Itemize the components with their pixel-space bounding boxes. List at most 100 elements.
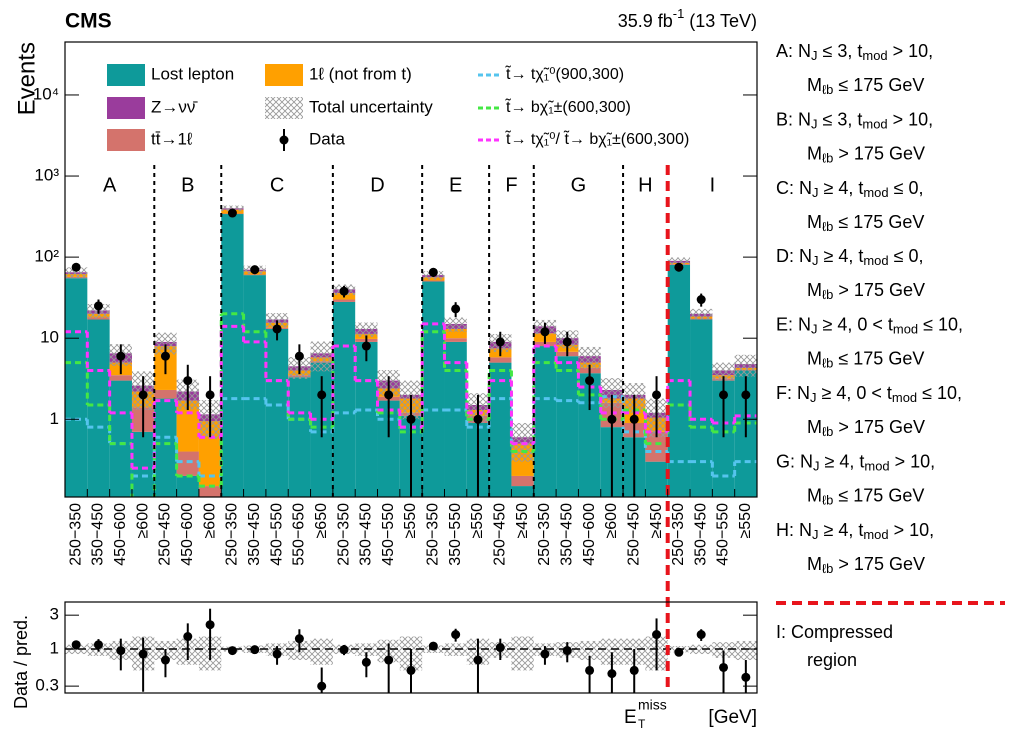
- text-part: J: [812, 527, 818, 542]
- text-part: J: [813, 459, 819, 474]
- rich-text: G: NJ ≥ 4, tmod > 10,: [776, 451, 935, 474]
- frame: [64, 41, 758, 498]
- ratio-uncertainty: [578, 640, 601, 661]
- data-point: [384, 390, 394, 400]
- data-point: [317, 390, 327, 400]
- bar-segment: [355, 341, 378, 497]
- text-part: ℓb: [822, 424, 833, 439]
- data-point: [741, 672, 751, 682]
- rich-text: Mℓb > 175 GeV: [807, 554, 925, 577]
- data-point: [719, 662, 729, 672]
- data-point: [540, 649, 550, 659]
- rich-text: B: NJ ≤ 3, tmod > 10,: [776, 109, 933, 132]
- uncertainty-band: [355, 322, 378, 337]
- text-part: > 175 GeV: [833, 280, 925, 300]
- legend-swatch: [265, 97, 303, 119]
- data-point: [674, 262, 684, 272]
- y-tick-label: 3: [50, 605, 59, 624]
- data-point: [629, 665, 639, 675]
- text-part: J: [810, 390, 816, 405]
- uncertainty-band: [600, 378, 624, 408]
- data-point: [339, 286, 349, 296]
- data-point: [495, 643, 505, 653]
- uncertainty-band: [667, 257, 691, 265]
- legend-label: t̃→ tχ̃₁⁰(900,300): [504, 64, 624, 83]
- y-tick-label: 10: [40, 328, 59, 347]
- data-point: [585, 665, 595, 675]
- data-point: [473, 655, 483, 665]
- data-point: [93, 640, 103, 650]
- data-point: [138, 390, 148, 400]
- y-tick-label: 0.3: [35, 676, 59, 695]
- bar-segment: [533, 341, 557, 347]
- text-part: H: N: [776, 520, 812, 540]
- data-point: [451, 630, 461, 640]
- x-tick-label: 450−600: [179, 503, 196, 566]
- data-point: [183, 376, 193, 386]
- data-point: [696, 295, 706, 305]
- legend-label: 1ℓ (not from t): [309, 64, 412, 83]
- ratio-uncertainty: [310, 638, 333, 665]
- data-point: [406, 665, 416, 675]
- data-point: [250, 265, 260, 275]
- x-tick-label: 250−450: [625, 503, 642, 566]
- text-part: mod: [862, 117, 887, 132]
- rich-text: Mℓb > 175 GeV: [807, 417, 925, 440]
- text-part: M: [807, 485, 822, 505]
- text-part: I: Compressed: [776, 622, 893, 642]
- text-part: > 10,: [890, 451, 936, 471]
- rich-text: Mℓb ≤ 175 GeV: [807, 485, 924, 508]
- ratio-uncertainty: [712, 642, 735, 658]
- text-part: J: [812, 185, 818, 200]
- x-tick-label: ≥550: [737, 503, 754, 539]
- text-part: ≥ 4, t: [818, 520, 863, 540]
- x-tick-label: 250−350: [67, 503, 84, 566]
- x-label: [GeV]: [708, 707, 757, 728]
- region-label: E: [449, 174, 462, 196]
- uncertainty-band: [578, 346, 601, 369]
- x-tick-label: ≥550: [402, 503, 419, 539]
- data-point: [473, 414, 483, 424]
- text-part: ℓb: [822, 288, 833, 303]
- text-part: E: N: [776, 314, 811, 334]
- uncertainty-band: [65, 267, 88, 279]
- rich-text: Mℓb ≤ 175 GeV: [807, 212, 924, 235]
- region-label: I: [710, 174, 716, 196]
- text-part: J: [811, 117, 817, 132]
- y-label: Events: [13, 42, 40, 115]
- text-part: mod: [863, 254, 888, 269]
- rich-text: Mℓb ≤ 175 GeV: [807, 348, 924, 371]
- text-part: mod: [863, 527, 888, 542]
- data-point: [71, 262, 81, 272]
- data-point: [741, 390, 751, 400]
- text-part: ≥ 4, t: [818, 178, 863, 198]
- bar-segment: [444, 338, 467, 342]
- text-part: ≤ 10,: [917, 383, 962, 403]
- region-label: H: [638, 174, 652, 196]
- bar-segment: [109, 380, 132, 497]
- data-point: [719, 390, 729, 400]
- bar-segment: [265, 328, 289, 497]
- text-part: G: N: [776, 451, 813, 471]
- data-point: [562, 646, 572, 656]
- bar-segment: [422, 281, 445, 497]
- bar-segment: [489, 357, 512, 363]
- text-part: ≥ 4, 0 < t: [818, 314, 893, 334]
- uncertainty-band: [310, 341, 333, 372]
- data-point: [183, 632, 193, 642]
- data-point: [71, 640, 81, 650]
- x-tick-label: 250−350: [670, 503, 687, 566]
- text-part: C: N: [776, 178, 812, 198]
- data-point: [406, 414, 416, 424]
- data-point: [652, 630, 662, 640]
- x-tick-label: 450−600: [581, 503, 598, 566]
- y-tick-label: 10²: [34, 247, 59, 266]
- rich-text: C: NJ ≥ 4, tmod ≤ 0,: [776, 178, 924, 201]
- y-tick-label: 10³: [34, 166, 59, 185]
- ratio-y-label: Data / pred.: [11, 615, 31, 709]
- bar-segment: [444, 328, 467, 339]
- text-part: M: [807, 348, 822, 368]
- text-part: ℓb: [822, 493, 833, 508]
- uncertainty-band: [154, 332, 177, 355]
- text-part: M: [807, 280, 822, 300]
